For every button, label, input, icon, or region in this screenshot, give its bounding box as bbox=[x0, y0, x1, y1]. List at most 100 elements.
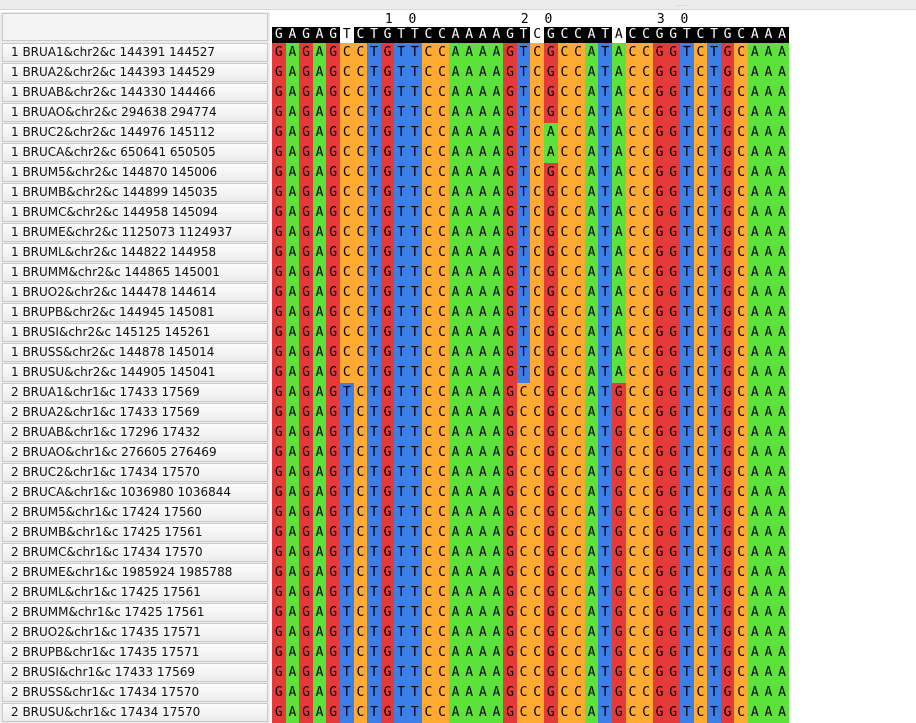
base-cell[interactable]: A bbox=[476, 283, 490, 303]
base-cell[interactable]: A bbox=[285, 163, 300, 183]
base-cell[interactable]: C bbox=[557, 63, 572, 83]
base-cell[interactable]: T bbox=[367, 483, 381, 503]
base-cell[interactable]: G bbox=[720, 443, 735, 463]
base-cell[interactable]: A bbox=[285, 583, 300, 603]
base-cell[interactable]: C bbox=[516, 423, 531, 443]
base-cell[interactable]: G bbox=[380, 343, 395, 363]
base-cell[interactable]: A bbox=[285, 503, 300, 523]
base-cell[interactable]: C bbox=[693, 663, 708, 683]
base-cell[interactable]: A bbox=[748, 523, 762, 543]
base-cell[interactable]: C bbox=[571, 263, 585, 283]
base-cell[interactable]: A bbox=[312, 403, 327, 423]
base-cell[interactable]: G bbox=[299, 223, 313, 243]
base-cell[interactable]: A bbox=[312, 123, 327, 143]
base-cell[interactable]: C bbox=[734, 643, 748, 663]
base-cell[interactable]: A bbox=[761, 63, 776, 83]
base-cell[interactable]: C bbox=[421, 463, 436, 483]
base-cell[interactable]: G bbox=[544, 303, 558, 323]
base-cell[interactable]: G bbox=[380, 683, 395, 703]
base-cell[interactable]: C bbox=[557, 183, 572, 203]
base-cell[interactable]: G bbox=[272, 123, 286, 143]
base-cell[interactable]: A bbox=[584, 363, 599, 383]
base-cell[interactable]: C bbox=[734, 663, 748, 683]
base-cell[interactable]: C bbox=[530, 143, 544, 163]
sequence-name[interactable]: 2 BRUMM&chr1&c 17425 17561 bbox=[2, 603, 268, 622]
base-cell[interactable]: A bbox=[489, 663, 504, 683]
base-cell[interactable]: G bbox=[503, 263, 517, 283]
base-cell[interactable]: C bbox=[353, 363, 368, 383]
base-cell[interactable]: T bbox=[516, 183, 531, 203]
base-cell[interactable]: G bbox=[720, 263, 735, 283]
base-cell[interactable]: C bbox=[340, 223, 354, 243]
base-cell[interactable]: G bbox=[544, 263, 558, 283]
base-cell[interactable]: G bbox=[652, 303, 667, 323]
base-cell[interactable]: G bbox=[652, 683, 667, 703]
base-cell[interactable]: C bbox=[557, 543, 572, 563]
base-cell[interactable]: C bbox=[625, 183, 640, 203]
base-cell[interactable]: G bbox=[380, 703, 395, 723]
base-cell[interactable]: A bbox=[448, 423, 463, 443]
base-cell[interactable]: G bbox=[380, 323, 395, 343]
base-cell[interactable]: T bbox=[598, 383, 612, 403]
base-cell[interactable]: T bbox=[707, 83, 721, 103]
base-cell[interactable]: A bbox=[448, 603, 463, 623]
base-cell[interactable]: G bbox=[326, 123, 340, 143]
base-cell[interactable]: C bbox=[734, 183, 748, 203]
sequence-name[interactable]: 1 BRUME&chr2&c 1125073 1124937 bbox=[2, 223, 268, 242]
base-cell[interactable]: T bbox=[707, 363, 721, 383]
base-cell[interactable]: C bbox=[530, 623, 544, 643]
base-cell[interactable]: A bbox=[775, 483, 789, 503]
base-cell[interactable]: A bbox=[448, 363, 463, 383]
base-cell[interactable]: G bbox=[380, 603, 395, 623]
base-cell[interactable]: T bbox=[680, 263, 694, 283]
base-cell[interactable]: C bbox=[734, 563, 748, 583]
base-cell[interactable]: G bbox=[503, 103, 517, 123]
base-cell[interactable]: A bbox=[489, 603, 504, 623]
base-cell[interactable]: G bbox=[612, 563, 626, 583]
base-cell[interactable]: T bbox=[367, 43, 381, 63]
base-cell[interactable]: T bbox=[408, 63, 422, 83]
base-cell[interactable]: A bbox=[775, 463, 789, 483]
base-cell[interactable]: G bbox=[720, 183, 735, 203]
base-cell[interactable]: C bbox=[639, 103, 653, 123]
base-cell[interactable]: T bbox=[408, 463, 422, 483]
base-cell[interactable]: T bbox=[394, 183, 408, 203]
base-cell[interactable]: C bbox=[435, 663, 449, 683]
base-cell[interactable]: A bbox=[312, 343, 327, 363]
base-cell[interactable]: A bbox=[462, 403, 476, 423]
base-cell[interactable]: G bbox=[503, 383, 517, 403]
base-cell[interactable]: A bbox=[489, 543, 504, 563]
base-cell[interactable]: C bbox=[421, 283, 436, 303]
base-cell[interactable]: T bbox=[394, 423, 408, 443]
base-cell[interactable]: C bbox=[530, 103, 544, 123]
base-cell[interactable]: T bbox=[680, 223, 694, 243]
base-cell[interactable]: G bbox=[299, 483, 313, 503]
base-cell[interactable]: T bbox=[408, 603, 422, 623]
base-cell[interactable]: T bbox=[598, 123, 612, 143]
base-cell[interactable]: T bbox=[707, 443, 721, 463]
base-cell[interactable]: G bbox=[612, 703, 626, 723]
base-cell[interactable]: C bbox=[353, 483, 368, 503]
base-cell[interactable]: G bbox=[326, 323, 340, 343]
base-cell[interactable]: C bbox=[530, 603, 544, 623]
base-cell[interactable]: C bbox=[639, 463, 653, 483]
base-cell[interactable]: C bbox=[353, 63, 368, 83]
base-cell[interactable]: T bbox=[598, 543, 612, 563]
base-cell[interactable]: A bbox=[448, 543, 463, 563]
base-cell[interactable]: A bbox=[775, 83, 789, 103]
base-cell[interactable]: T bbox=[598, 403, 612, 423]
base-cell[interactable]: T bbox=[707, 603, 721, 623]
base-cell[interactable]: T bbox=[680, 403, 694, 423]
base-cell[interactable]: T bbox=[408, 363, 422, 383]
base-cell[interactable]: A bbox=[775, 643, 789, 663]
base-cell[interactable]: C bbox=[734, 43, 748, 63]
base-cell[interactable]: A bbox=[476, 503, 490, 523]
base-cell[interactable]: G bbox=[326, 563, 340, 583]
base-cell[interactable]: C bbox=[693, 43, 708, 63]
base-cell[interactable]: C bbox=[353, 303, 368, 323]
base-cell[interactable]: T bbox=[367, 443, 381, 463]
base-cell[interactable]: T bbox=[598, 683, 612, 703]
base-cell[interactable]: G bbox=[299, 243, 313, 263]
base-cell[interactable]: A bbox=[748, 463, 762, 483]
base-cell[interactable]: G bbox=[299, 543, 313, 563]
